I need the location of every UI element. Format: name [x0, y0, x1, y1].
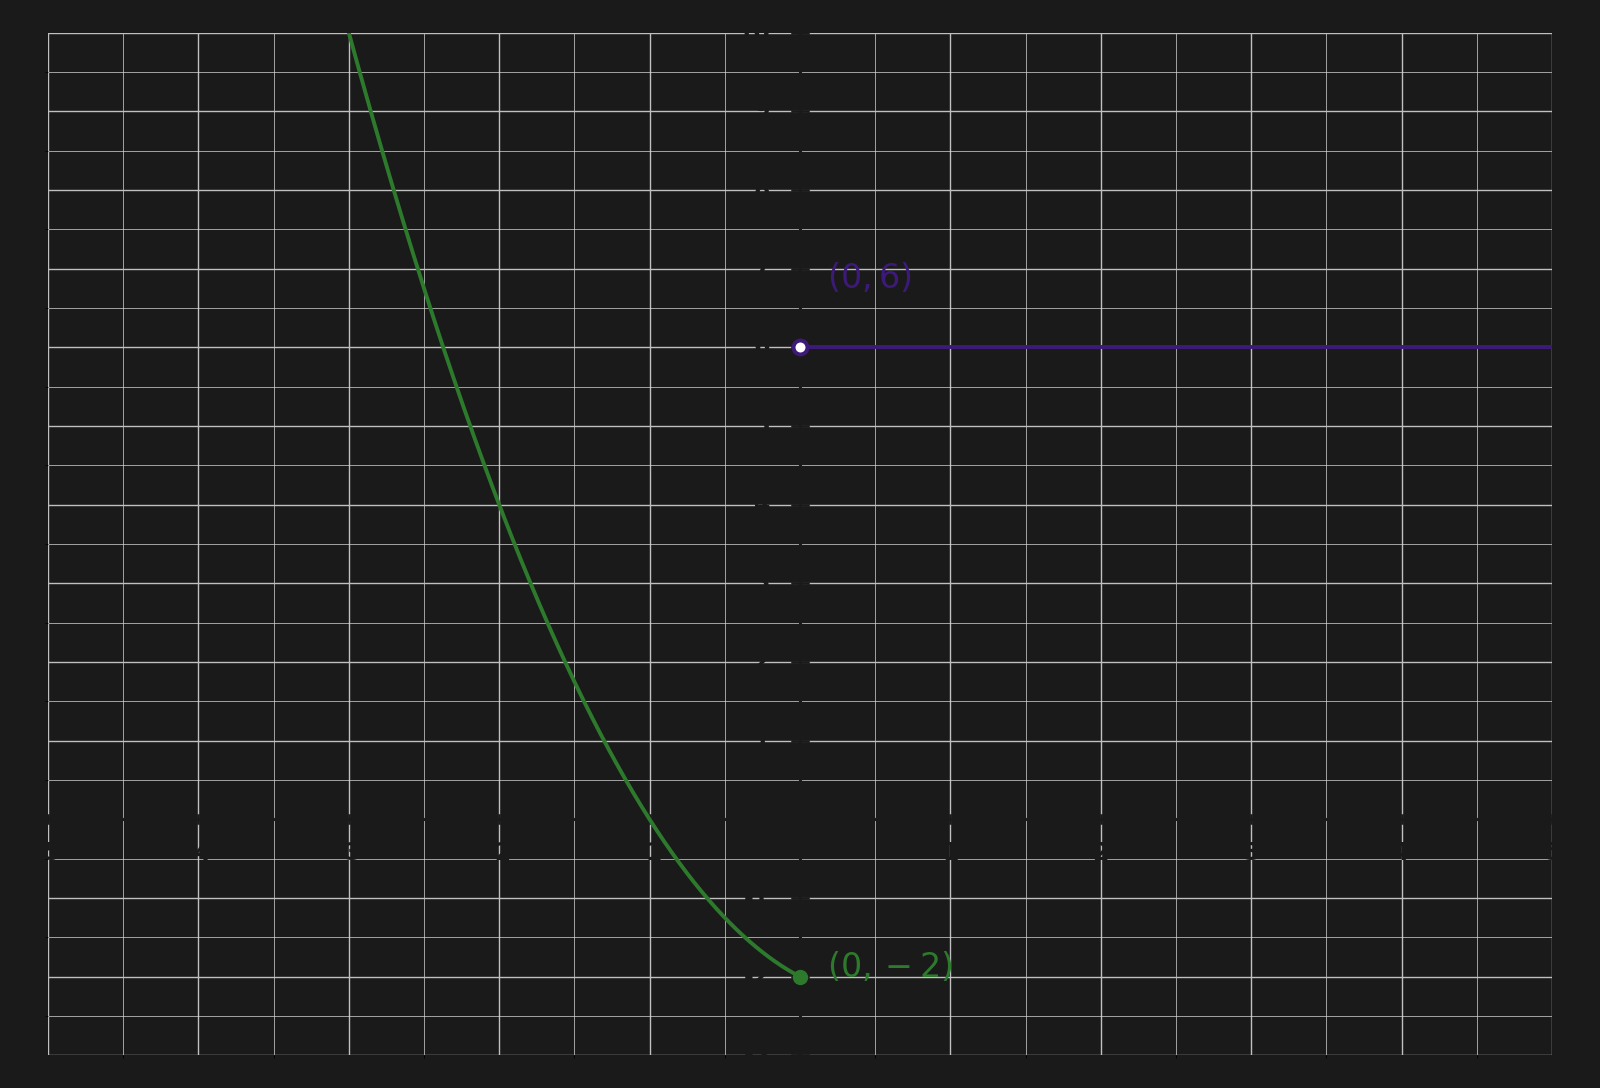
Text: 4: 4 [754, 493, 770, 517]
Text: 5: 5 [754, 415, 770, 438]
Text: 3: 3 [754, 571, 770, 595]
Text: -1: -1 [744, 886, 770, 910]
Text: 2: 2 [1093, 841, 1109, 865]
Text: -5: -5 [35, 841, 61, 865]
Text: 5: 5 [1544, 841, 1560, 865]
Text: -2: -2 [744, 965, 770, 989]
Text: 2: 2 [754, 650, 770, 673]
Text: 4: 4 [1394, 841, 1410, 865]
Text: $(0, 6)$: $(0, 6)$ [827, 261, 912, 295]
Text: 9: 9 [754, 99, 770, 123]
Text: 1: 1 [754, 729, 770, 753]
Text: -1: -1 [637, 841, 662, 865]
Text: 10: 10 [738, 21, 770, 45]
Text: 8: 8 [754, 178, 770, 202]
Text: 6: 6 [754, 335, 770, 359]
Text: 3: 3 [1243, 841, 1259, 865]
Text: x: x [1566, 805, 1587, 833]
Text: -2: -2 [486, 841, 512, 865]
Text: -3: -3 [744, 1043, 770, 1067]
Text: 7: 7 [754, 257, 770, 281]
Text: $(0, -2)$: $(0, -2)$ [827, 950, 952, 984]
Text: -3: -3 [336, 841, 362, 865]
Text: y: y [818, 0, 838, 28]
Text: 1: 1 [942, 841, 958, 865]
Text: -4: -4 [186, 841, 211, 865]
